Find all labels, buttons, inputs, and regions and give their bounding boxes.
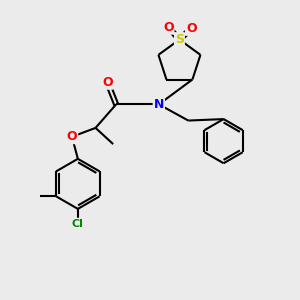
Text: Cl: Cl bbox=[72, 219, 84, 229]
Text: N: N bbox=[154, 98, 164, 111]
Text: O: O bbox=[67, 130, 77, 143]
Text: O: O bbox=[186, 22, 196, 35]
Text: S: S bbox=[175, 33, 184, 46]
Text: O: O bbox=[102, 76, 112, 89]
Text: O: O bbox=[163, 21, 174, 34]
